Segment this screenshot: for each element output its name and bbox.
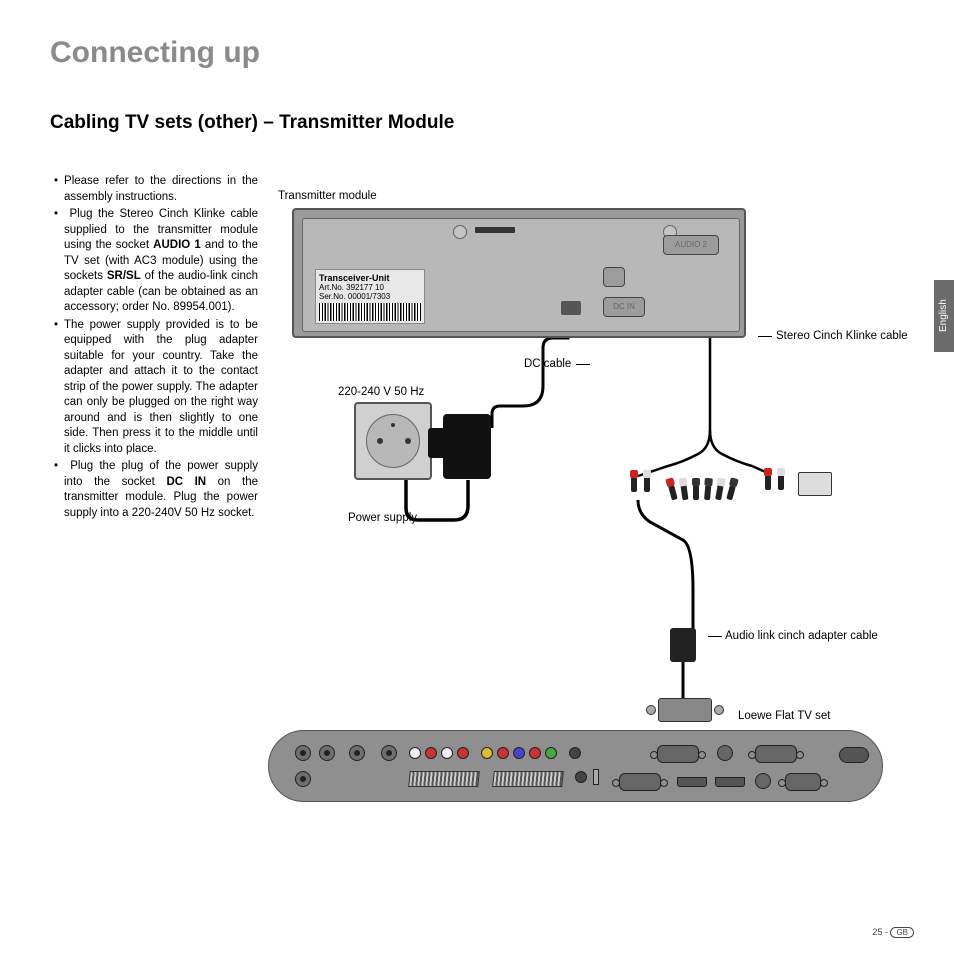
sticker-line2: Ser.No. 00001/7303 <box>319 292 421 301</box>
label-tv-set: Loewe Flat TV set <box>738 710 830 722</box>
audio2-socket: AUDIO 2 <box>663 235 719 255</box>
label-stereo-cable: Stereo Cinch Klinke cable <box>776 330 908 342</box>
rca-port-red <box>425 747 437 759</box>
svideo-port <box>717 745 733 761</box>
label-audio-link: Audio link cinch adapter cable <box>725 630 878 642</box>
cable-ferrite <box>670 628 696 662</box>
instruction-1: Please refer to the directions in the as… <box>50 174 258 205</box>
outlet-face <box>366 414 420 468</box>
page-title: Connecting up <box>50 36 260 70</box>
rca-port-red <box>497 747 509 759</box>
instruction-2-bold1: AUDIO 1 <box>153 239 201 251</box>
label-power-supply: Power supply <box>348 512 417 524</box>
rca-plug-black <box>692 478 700 500</box>
outlet-pin <box>405 438 411 444</box>
instruction-3-text: The power supply provided is to be equip… <box>64 319 258 455</box>
rca-port-red <box>529 747 541 759</box>
footer-page-number: 25 - <box>872 927 888 937</box>
rca-port-white <box>409 747 421 759</box>
barcode-icon <box>319 303 421 321</box>
label-voltage: 220-240 V 50 Hz <box>338 386 424 398</box>
tick-stereo <box>758 336 772 337</box>
rca-port-green <box>545 747 557 759</box>
svideo-port <box>755 773 771 789</box>
tick-audio <box>708 636 722 637</box>
rca-plug-red <box>630 470 638 492</box>
audio1-socket <box>603 267 625 287</box>
power-inlet <box>839 747 869 763</box>
vent-slot <box>475 227 515 233</box>
wall-outlet <box>354 402 432 480</box>
wiring-diagram: Transmitter module 220-240 V 50 Hz Power… <box>278 190 918 840</box>
instruction-1-text: Please refer to the directions in the as… <box>64 175 258 203</box>
label-transmitter-module: Transmitter module <box>278 190 377 202</box>
rca-port-blue <box>513 747 525 759</box>
tv-rear-panel <box>268 730 883 802</box>
dvi-connector <box>648 698 722 730</box>
instruction-3: The power supply provided is to be equip… <box>50 318 258 458</box>
rca-port-yellow <box>481 747 493 759</box>
serial-port <box>785 773 821 791</box>
instruction-2: Plug the Stereo Cinch Klinke cable suppl… <box>50 207 258 316</box>
transmitter-module-box: Transceiver-Unit Art.No. 392177 10 Ser.N… <box>292 208 746 338</box>
outlet-ground <box>391 423 395 427</box>
tick-dc <box>576 364 590 365</box>
dc-in-socket: DC IN <box>603 297 645 317</box>
card-slot <box>593 769 599 785</box>
instruction-2-bold2: SR/SL <box>107 270 141 282</box>
transceiver-sticker: Transceiver-Unit Art.No. 392177 10 Ser.N… <box>315 269 425 324</box>
label-dc-cable: DC cable <box>524 358 571 370</box>
coax-port <box>319 745 335 761</box>
hdmi-port <box>677 777 707 787</box>
page-footer: 25 - GB <box>872 927 914 938</box>
sticker-title: Transceiver-Unit <box>319 273 421 283</box>
instruction-4: Plug the plug of the power supply into t… <box>50 459 258 521</box>
language-tab: English <box>934 280 954 352</box>
sticker-line1: Art.No. 392177 10 <box>319 283 421 292</box>
rca-port-red <box>457 747 469 759</box>
optical-port <box>575 771 587 783</box>
power-supply-brick <box>443 414 491 479</box>
rca-port-white <box>441 747 453 759</box>
coax-port <box>295 745 311 761</box>
vga-port <box>657 745 699 763</box>
coax-port <box>349 745 365 761</box>
coax-port <box>381 745 397 761</box>
footer-region-badge: GB <box>890 927 914 938</box>
rca-plug-white <box>643 470 651 492</box>
screw-icon <box>453 225 467 239</box>
hdmi-port <box>715 777 745 787</box>
rca-plug-white <box>777 468 785 490</box>
vga-port <box>619 773 661 791</box>
scart-port <box>408 771 480 787</box>
vga-port <box>755 745 797 763</box>
instructions-list: Please refer to the directions in the as… <box>50 174 258 523</box>
rca-plug-red <box>764 468 772 490</box>
outlet-pin <box>377 438 383 444</box>
scart-plug <box>798 472 832 496</box>
instruction-4-bold: DC IN <box>166 476 206 488</box>
section-title: Cabling TV sets (other) – Transmitter Mo… <box>50 112 454 134</box>
scart-port <box>492 771 564 787</box>
transmitter-plate: Transceiver-Unit Art.No. 392177 10 Ser.N… <box>302 218 740 332</box>
rca-port-black <box>569 747 581 759</box>
coax-port <box>295 771 311 787</box>
dc-in-port <box>561 301 581 315</box>
